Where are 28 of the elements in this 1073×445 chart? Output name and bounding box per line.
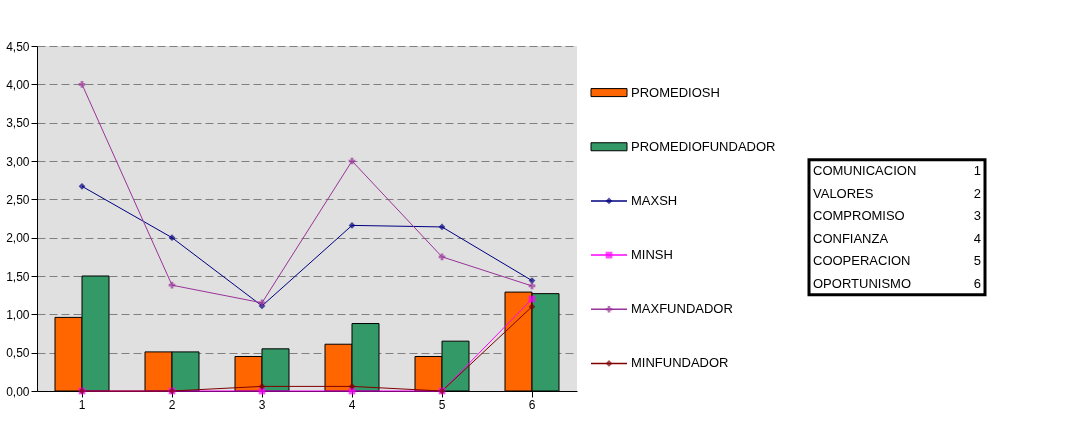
text: COMUNICACION 1 — [813, 163, 981, 178]
legend-label: MINSH — [631, 247, 673, 263]
x-tick-label: 1 — [78, 397, 86, 412]
legend-label: MINFUNDADOR — [631, 355, 729, 371]
y-tick-label: 4,00 — [6, 77, 30, 92]
y-tick-label: 1,00 — [6, 307, 30, 322]
x-tick-label: 4 — [348, 397, 356, 412]
y-tick-label: 0,50 — [6, 346, 30, 361]
text: OPORTUNISMO 6 — [813, 275, 981, 291]
x-tick-label: 5 — [438, 397, 446, 412]
y-tick-label: 3,00 — [6, 154, 30, 169]
x-tick-label: 3 — [258, 397, 266, 412]
text: VALORES 2 — [813, 185, 981, 201]
x-tick-label: 6 — [528, 397, 536, 412]
text: COOPERACION 5 — [813, 253, 981, 268]
y-tick-label: 2,50 — [6, 192, 30, 207]
text: CONFIANZA 4 — [813, 230, 981, 246]
y-tick-label: 3,50 — [6, 116, 30, 131]
y-tick-label: 1,50 — [6, 269, 30, 284]
text: COMPROMISO 3 — [813, 208, 981, 223]
legend-label: PROMEDIOSH — [631, 84, 720, 100]
y-tick-label: 4,50 — [6, 39, 30, 54]
y-tick-label: 0,00 — [6, 384, 30, 399]
x-tick-label: 2 — [168, 397, 176, 412]
legend-label: PROMEDIOFUNDADOR — [631, 138, 776, 154]
legend-label: MAXFUNDADOR — [631, 301, 733, 317]
y-tick-label: 2,00 — [6, 231, 30, 246]
legend-label: MAXSH — [631, 192, 678, 208]
